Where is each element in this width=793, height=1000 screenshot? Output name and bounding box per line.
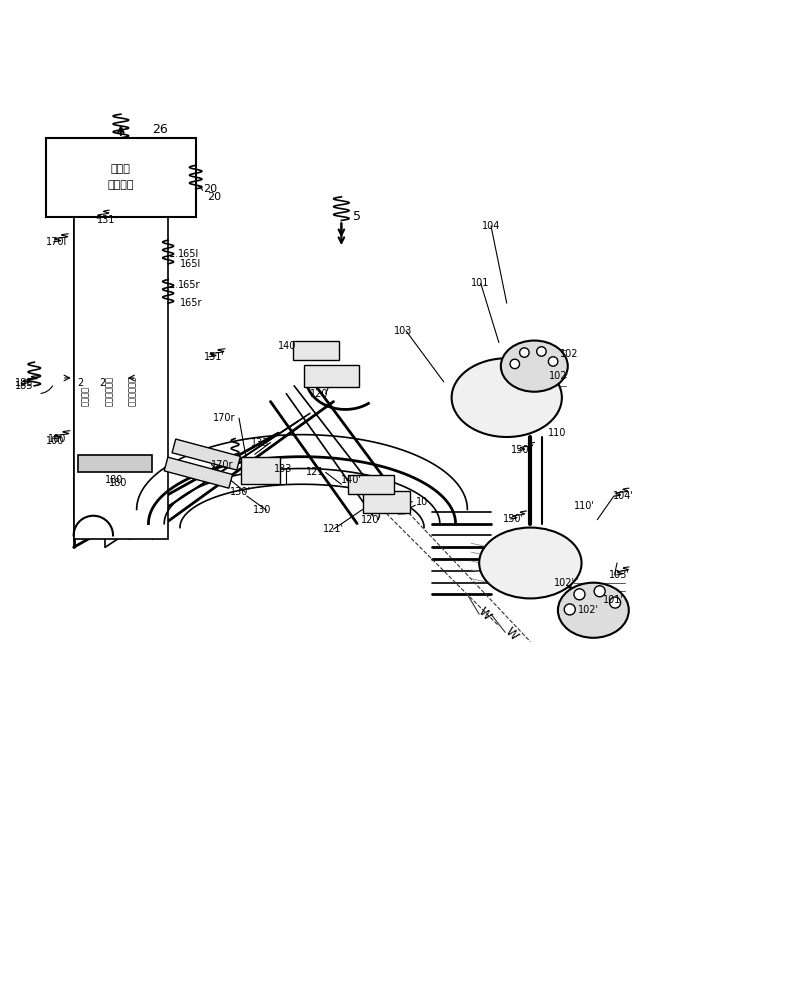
Text: 170r: 170r: [213, 413, 236, 423]
FancyBboxPatch shape: [46, 138, 196, 217]
FancyBboxPatch shape: [363, 491, 410, 513]
Text: 165l: 165l: [178, 249, 200, 259]
Ellipse shape: [501, 341, 568, 392]
Text: 185: 185: [14, 381, 33, 391]
Text: 102: 102: [549, 371, 567, 381]
Text: 20: 20: [208, 192, 221, 202]
Text: 165r: 165r: [178, 280, 201, 290]
Text: 104: 104: [481, 221, 500, 231]
Text: 计量器: 计量器: [111, 164, 131, 174]
Text: 101': 101': [603, 595, 623, 605]
Text: 133: 133: [274, 464, 293, 474]
Text: 102': 102': [554, 578, 575, 588]
Text: 110': 110': [573, 501, 595, 511]
Text: 驱动信号: 驱动信号: [81, 386, 90, 406]
Text: 102': 102': [577, 605, 599, 615]
Text: 120: 120: [310, 389, 328, 399]
Text: 104': 104': [613, 491, 634, 501]
Text: 102: 102: [561, 349, 579, 359]
Text: 185: 185: [14, 378, 33, 388]
Text: 103: 103: [394, 326, 412, 336]
Text: 140: 140: [278, 341, 297, 351]
Text: 103': 103': [609, 570, 630, 580]
Text: 170r: 170r: [212, 460, 234, 470]
Text: 20: 20: [204, 184, 218, 194]
Text: 121': 121': [324, 524, 344, 534]
Circle shape: [594, 586, 605, 597]
Circle shape: [537, 347, 546, 356]
Ellipse shape: [558, 583, 629, 638]
Text: 165r: 165r: [180, 298, 202, 308]
Text: 120': 120': [361, 515, 382, 525]
Bar: [172, 439, 240, 470]
Text: 110: 110: [548, 428, 566, 438]
Text: 150': 150': [503, 514, 524, 524]
Ellipse shape: [452, 358, 562, 437]
Text: 131: 131: [98, 215, 116, 225]
FancyBboxPatch shape: [241, 457, 280, 484]
Text: 150: 150: [511, 445, 529, 455]
Text: 170l: 170l: [46, 237, 67, 247]
Text: 180: 180: [105, 475, 124, 485]
Text: 左传感器信号: 左传感器信号: [105, 376, 113, 406]
Bar: [78, 455, 152, 472]
Text: 180: 180: [109, 478, 128, 488]
Text: 右传感器信号: 右传感器信号: [128, 376, 137, 406]
Text: W: W: [475, 605, 493, 623]
Circle shape: [519, 348, 529, 357]
Bar: [74, 217, 168, 539]
Circle shape: [549, 357, 557, 366]
FancyBboxPatch shape: [305, 365, 358, 387]
Text: 100: 100: [46, 436, 64, 446]
Text: 2: 2: [99, 378, 105, 388]
Text: 131': 131': [204, 352, 224, 362]
Text: 26: 26: [152, 123, 168, 136]
Text: 10: 10: [416, 497, 428, 507]
Text: 133': 133': [251, 438, 272, 448]
Text: 2: 2: [78, 378, 84, 388]
Text: W: W: [503, 625, 521, 643]
Circle shape: [574, 589, 585, 600]
Text: 140': 140': [341, 475, 362, 485]
Text: 130: 130: [253, 505, 271, 515]
Circle shape: [565, 604, 575, 615]
Bar: [164, 457, 232, 488]
Circle shape: [510, 359, 519, 369]
Ellipse shape: [479, 528, 581, 598]
Text: 101: 101: [471, 278, 490, 288]
Text: 5: 5: [353, 210, 361, 223]
Text: 130': 130': [229, 487, 251, 497]
Text: 电子器件: 电子器件: [108, 180, 134, 190]
FancyBboxPatch shape: [347, 475, 394, 494]
Circle shape: [610, 597, 621, 608]
Text: 100: 100: [48, 434, 67, 444]
FancyBboxPatch shape: [293, 341, 339, 360]
Text: 121: 121: [306, 467, 324, 477]
Text: 165l: 165l: [180, 259, 201, 269]
